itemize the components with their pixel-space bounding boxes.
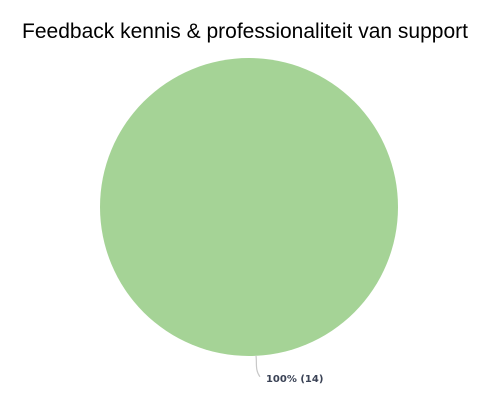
slice-data-label: 100% (14) [266,374,323,385]
pie-slices [100,58,398,356]
slice-label-connector [255,355,261,378]
pie-labels: 100% (14) [255,355,323,385]
chart-title: Feedback kennis & professionaliteit van … [22,20,468,43]
pie-slice[interactable] [100,58,398,356]
